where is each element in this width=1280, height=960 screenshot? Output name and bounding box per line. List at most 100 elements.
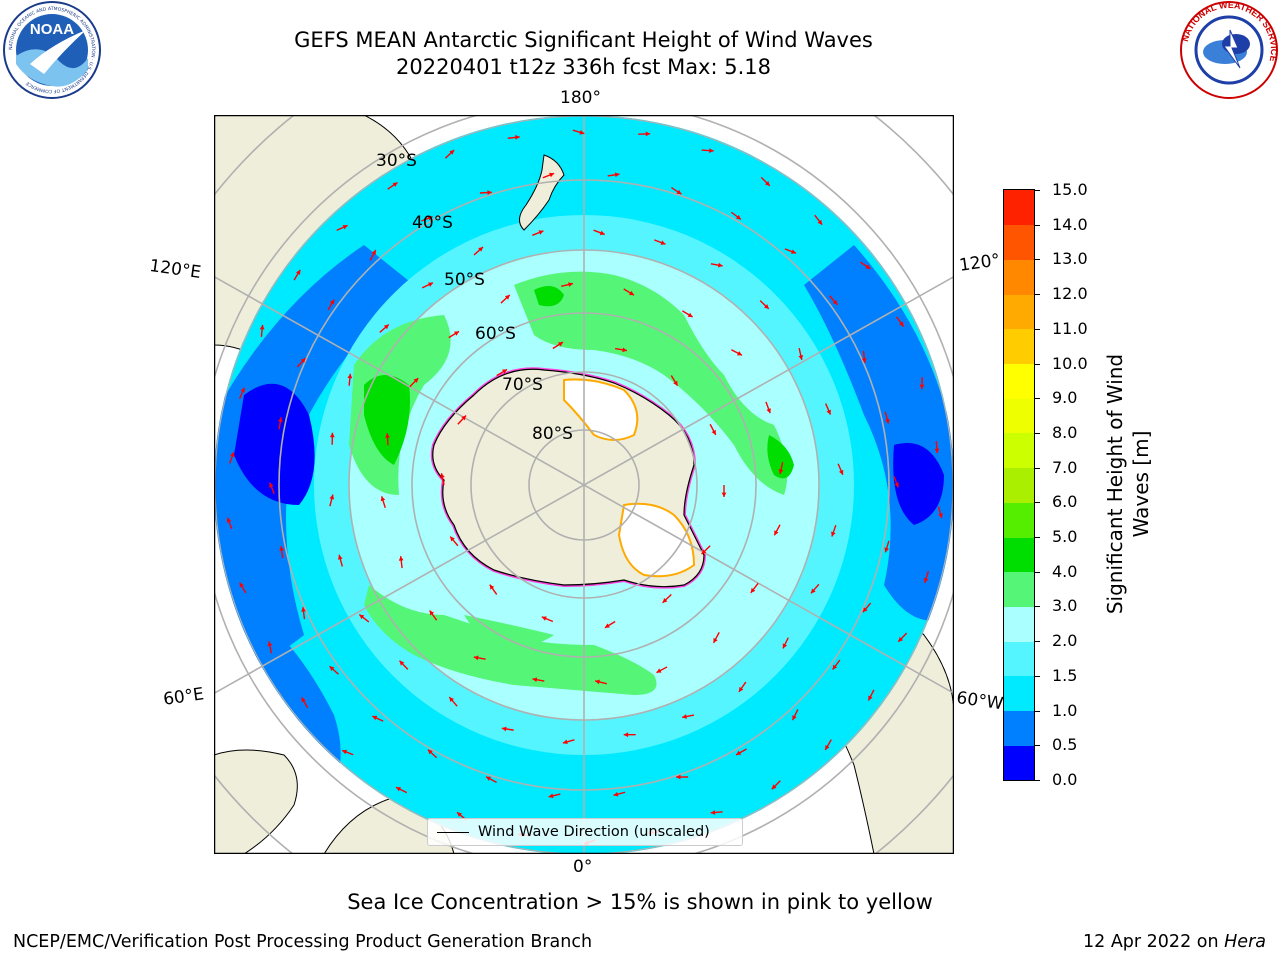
- wind-arrow-head: [717, 262, 723, 268]
- colorbar-tick-label: 14.0: [1052, 214, 1088, 234]
- colorbar-tick: [1034, 294, 1040, 296]
- colorbar-segment: [1004, 259, 1034, 295]
- wind-arrow-head: [568, 282, 573, 287]
- wind-arrow-head: [329, 432, 335, 438]
- wind-arrow-head: [562, 739, 568, 745]
- colorbar-tick: [1034, 675, 1040, 677]
- colorbar-tick: [1034, 537, 1040, 539]
- wind-arrow-head: [826, 409, 831, 415]
- wind-arrow-head: [267, 641, 273, 647]
- wind-arrow-head: [645, 131, 651, 137]
- colorbar-tick-label: 6.0: [1052, 492, 1078, 512]
- wind-arrow-head: [457, 812, 462, 817]
- wind-arrow-head: [515, 135, 520, 140]
- wind-arrow-head: [735, 214, 741, 220]
- wind-arrow-head: [673, 380, 678, 386]
- wind-arrow-head: [226, 517, 232, 523]
- colorbar-tick: [1034, 745, 1040, 747]
- wind-arrow-head: [501, 726, 507, 732]
- wind-arrow-head: [329, 666, 335, 671]
- wind-arrow-head: [861, 358, 867, 363]
- colorbar-tick-label: 13.0: [1052, 249, 1088, 269]
- wind-arrow-head: [269, 482, 274, 488]
- colorbar-tick-label: 8.0: [1052, 422, 1078, 442]
- colorbar-segment: [1004, 675, 1034, 712]
- colorbar-tick: [1034, 780, 1040, 781]
- colorbar-segment: [1004, 467, 1034, 503]
- colorbar-tick-label: 1.5: [1052, 665, 1078, 685]
- wind-arrow-head: [240, 387, 245, 393]
- colorbar-tick-label: 0.5: [1052, 735, 1078, 755]
- wind-arrow-head: [764, 181, 770, 186]
- wind-arrow-head: [380, 496, 386, 502]
- lon-label-120w: 120°: [958, 250, 1002, 276]
- footer-date: 12 Apr 2022 on Hera: [1083, 932, 1266, 952]
- wind-arrow-head: [427, 749, 433, 755]
- wind-arrow-head: [230, 452, 235, 458]
- colorbar-tick: [1034, 432, 1040, 434]
- wind-arrow-head: [766, 408, 771, 414]
- wind-arrow-head: [599, 230, 605, 236]
- colorbar-tick-label: 11.0: [1052, 318, 1088, 338]
- wind-arrow-head: [277, 417, 283, 423]
- wind-arrow-head: [709, 148, 714, 153]
- wind-arrow-head: [541, 616, 547, 621]
- wind-arrow-head: [429, 610, 435, 616]
- wind-arrow-head: [337, 554, 343, 560]
- chart-title: GEFS MEAN Antarctic Significant Height o…: [294, 28, 873, 52]
- lat-label-50s: 50°S: [444, 270, 485, 290]
- wind-arrow-head: [449, 697, 454, 702]
- wind-arrow-head: [454, 331, 460, 336]
- wind-arrow-head: [359, 614, 365, 620]
- colorbar-segment: [1004, 537, 1034, 573]
- wind-arrow-head: [832, 299, 838, 305]
- wind-arrow-head: [398, 556, 404, 561]
- wind-arrow-head: [385, 433, 390, 438]
- colorbar-segment: [1004, 363, 1034, 399]
- wind-arrow-head: [595, 679, 600, 685]
- wind-arrow-head: [487, 190, 492, 195]
- wind-arrow-head: [279, 546, 285, 551]
- wind-arrow-head: [884, 547, 890, 553]
- wind-arrow-head: [923, 577, 929, 583]
- wind-arrow-head: [295, 269, 301, 275]
- wind-arrow-head: [868, 695, 873, 701]
- wind-arrow-head: [738, 686, 744, 692]
- colorbar-segment: [1004, 398, 1034, 434]
- wind-arrow-head: [676, 189, 682, 195]
- lat-label-70s: 70°S: [502, 375, 543, 395]
- wind-arrow-head: [622, 347, 627, 353]
- colorbar-tick: [1034, 398, 1040, 400]
- wind-arrow-head: [342, 225, 348, 230]
- wind-arrow-head: [450, 536, 455, 542]
- wind-arrow-head: [427, 215, 433, 221]
- lon-label-120e: 120°E: [148, 256, 203, 284]
- wind-arrow-head: [862, 607, 868, 613]
- colorbar-tick-label: 3.0: [1052, 596, 1078, 616]
- wind-arrows: [226, 129, 943, 845]
- wind-arrow-head: [504, 294, 510, 300]
- lat-label-60s: 60°S: [475, 324, 516, 344]
- wind-arrow-head: [486, 776, 492, 781]
- wind-arrow-head: [629, 290, 635, 296]
- colorbar: [1003, 189, 1035, 781]
- wind-arrow-head: [489, 584, 495, 590]
- wind-arrow-head: [894, 482, 899, 488]
- lat-label-30s: 30°S: [376, 151, 417, 171]
- wind-arrow-head: [899, 321, 904, 327]
- wind-arrow-head: [440, 473, 445, 479]
- footer-branch: NCEP/EMC/Verification Post Processing Pr…: [13, 932, 593, 952]
- wind-arrow-head: [301, 697, 306, 703]
- colorbar-segment: [1004, 432, 1034, 469]
- colorbar-tick: [1034, 190, 1040, 191]
- wind-arrow-head: [865, 264, 871, 269]
- wind-arrow-head: [329, 494, 335, 500]
- map-legend: Wind Wave Direction (unscaled): [427, 818, 743, 846]
- colorbar-segment: [1004, 190, 1034, 226]
- colorbar-title-line1: Significant Height of Wind: [1103, 353, 1127, 615]
- wind-arrow-head: [676, 774, 681, 780]
- lon-label-180: 180°: [560, 88, 601, 108]
- wind-arrow-head: [798, 355, 804, 360]
- wind-arrow-head: [662, 597, 668, 603]
- colorbar-segment: [1004, 571, 1034, 607]
